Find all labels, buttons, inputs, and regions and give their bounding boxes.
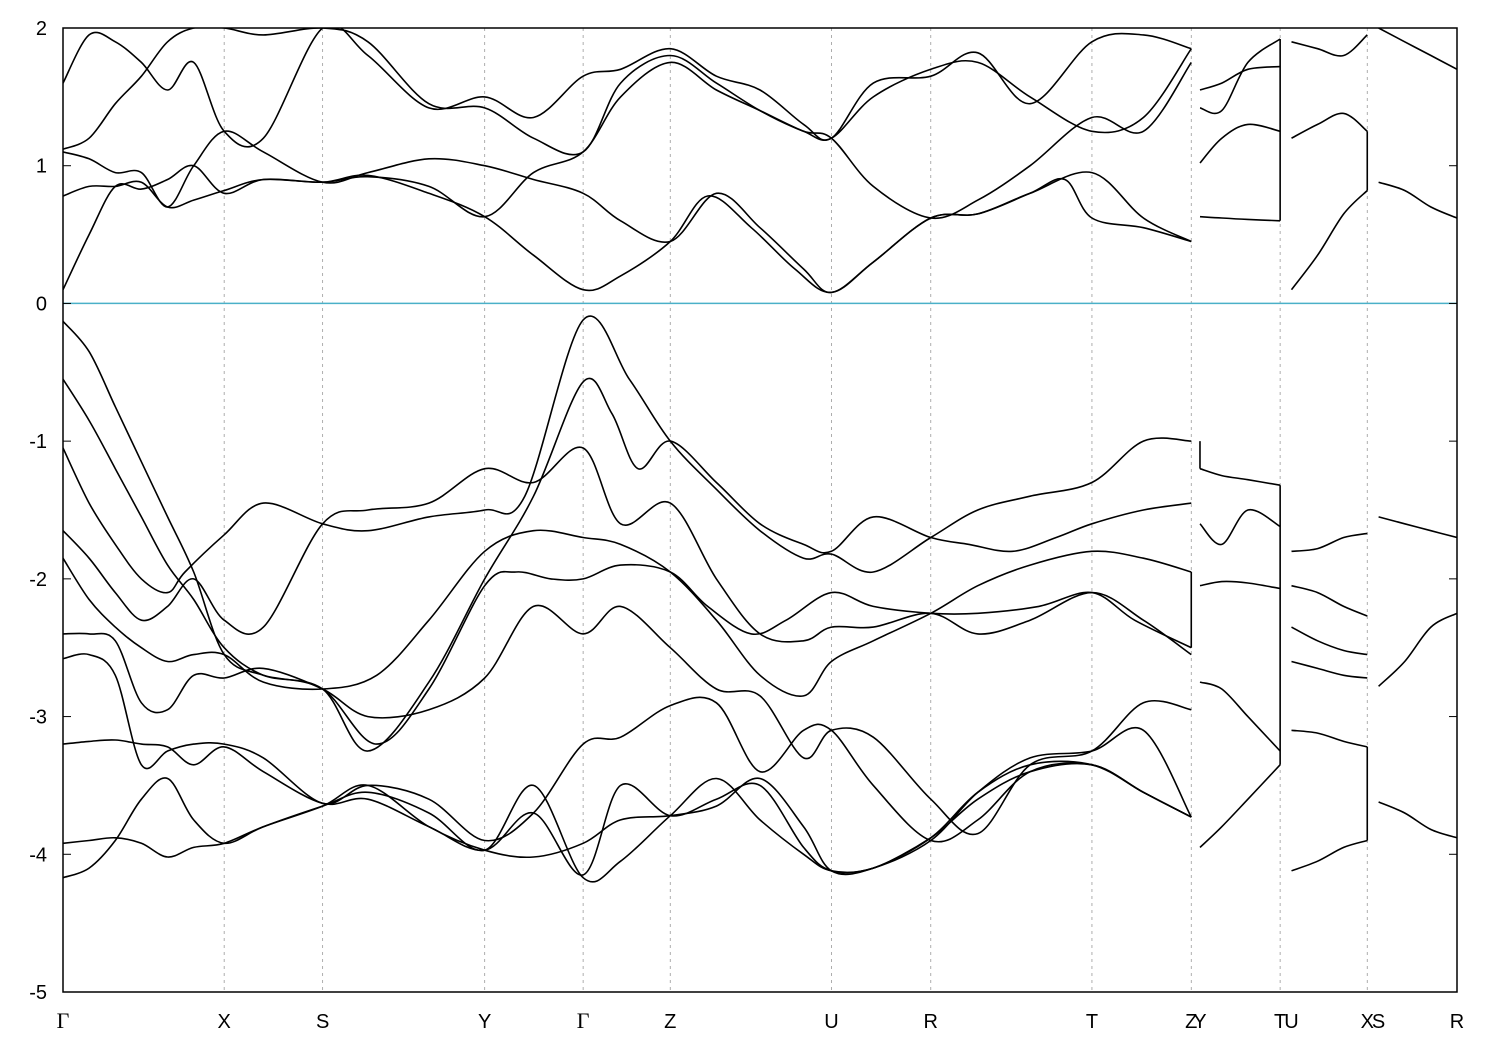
band-segment	[1291, 626, 1368, 656]
band-segment	[1291, 839, 1368, 872]
x-tick-label: X	[218, 1011, 231, 1033]
band-segment	[1199, 508, 1281, 546]
band-segment	[1199, 467, 1281, 486]
y-tick-label: 0	[36, 293, 47, 315]
band-line	[63, 446, 1192, 656]
band-segment	[1378, 516, 1457, 539]
x-tick-label: T	[1274, 1011, 1286, 1033]
band-line	[63, 315, 1192, 594]
y-tick-label: 1	[36, 156, 47, 178]
x-tick-label: X	[1361, 1011, 1374, 1033]
y-tick-label: -2	[29, 569, 47, 591]
x-tick-label: Y	[478, 1011, 491, 1033]
x-tick-label: Y	[1193, 1011, 1206, 1033]
band-line	[63, 727, 1193, 876]
band-line	[63, 529, 1192, 697]
x-tick-label: R	[1450, 1011, 1464, 1033]
band-segment	[1199, 580, 1281, 590]
band-line	[63, 377, 1192, 752]
band-line	[63, 653, 1192, 843]
band-segment	[1199, 764, 1281, 848]
band-segment	[1291, 34, 1368, 57]
band-segment	[1378, 28, 1457, 71]
grid-layer	[223, 28, 1368, 992]
band-segment	[1378, 612, 1457, 687]
x-tick-label: U	[1284, 1011, 1298, 1033]
band-line	[63, 604, 1192, 836]
band-segment	[1199, 123, 1281, 164]
band-segment	[1199, 38, 1281, 115]
band-segment	[1291, 532, 1368, 553]
band-segment	[1378, 801, 1457, 839]
band-line	[63, 760, 1192, 876]
y-tick-label: 2	[36, 18, 47, 40]
y-tick-label: -1	[29, 431, 47, 453]
band-line	[63, 28, 1192, 156]
y-axis: 2 1 0 -1 -2 -3 -4 -5	[29, 18, 1457, 1004]
band-segment	[1291, 112, 1368, 139]
band-segment	[1199, 65, 1281, 91]
y-tick-label: -5	[29, 982, 47, 1004]
y-tick-label: -3	[29, 707, 47, 729]
x-tick-label: Γ	[577, 1008, 590, 1033]
x-axis: Γ X S Y Γ Z U R T ZY TU XS R	[57, 1008, 1465, 1033]
band-line	[63, 28, 1192, 148]
x-tick-label: R	[924, 1011, 938, 1033]
band-line	[63, 164, 1192, 294]
band-line	[63, 320, 1192, 745]
band-line	[63, 130, 1192, 294]
band-layer	[63, 28, 1457, 883]
plot-frame	[62, 27, 1458, 993]
band-segment	[1291, 584, 1368, 617]
x-tick-label: Z	[664, 1011, 676, 1033]
x-tick-label: Γ	[57, 1008, 70, 1033]
band-segment	[1199, 215, 1281, 222]
x-tick-label: S	[1372, 1011, 1385, 1033]
x-tick-label: T	[1086, 1011, 1098, 1033]
band-segment	[1291, 729, 1368, 748]
x-tick-label: Z	[1185, 1011, 1197, 1033]
band-segment	[1291, 660, 1368, 679]
band-segment	[1378, 181, 1457, 219]
band-segment	[1199, 681, 1281, 752]
x-tick-label: U	[824, 1011, 838, 1033]
y-tick-label: -4	[29, 844, 47, 866]
band-segment	[1290, 189, 1368, 291]
band-line	[63, 762, 1192, 883]
x-tick-label: S	[316, 1011, 329, 1033]
